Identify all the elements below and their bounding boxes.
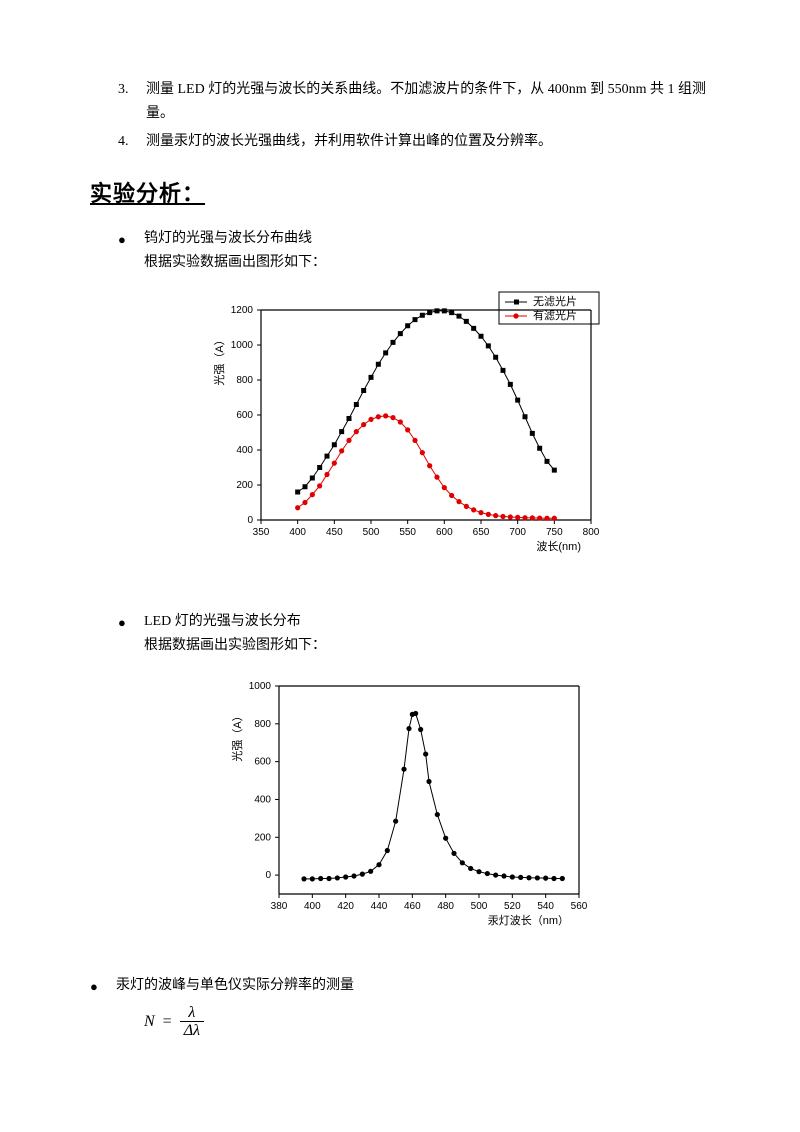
svg-text:550: 550 [399,527,416,538]
svg-text:500: 500 [471,901,488,912]
svg-text:200: 200 [254,832,271,843]
svg-text:560: 560 [571,901,588,912]
svg-text:600: 600 [436,527,453,538]
eq-equals: = [163,1013,172,1030]
section-title: 实验分析： [90,175,710,212]
bullet-3: ● 汞灯的波峰与单色仪实际分辨率的测量 N = λ Δλ [90,974,710,1040]
svg-text:750: 750 [546,527,563,538]
bullet-icon: ● [118,227,144,275]
list-item-4: 4. 测量汞灯的波长光强曲线，并利用软件计算出峰的位置及分辨率。 [118,130,710,154]
chart-2: 380 400 420 440 460 480 500 520 540 560汞灯波长（nm） 0 2… [118,666,710,946]
svg-text:1200: 1200 [231,305,254,316]
svg-text:600: 600 [254,757,271,768]
svg-text:0: 0 [265,870,271,881]
eq-lhs: N [144,1013,155,1030]
svg-text:200: 200 [236,480,253,491]
svg-text:420: 420 [337,901,354,912]
bullet-sub: 根据实验数据画出图形如下： [144,251,710,275]
list-number: 4. [118,130,146,154]
eq-denominator: Δλ [180,1022,204,1040]
list-text: 测量汞灯的波长光强曲线，并利用软件计算出峰的位置及分辨率。 [146,130,710,154]
svg-text:480: 480 [437,901,454,912]
svg-text:400: 400 [289,527,306,538]
svg-text:光强（A）: 光强（A） [230,710,244,761]
list-item-3: 3. 测量 LED 灯的光强与波长的关系曲线。不加滤波片的条件下，从 400nm… [118,78,710,126]
svg-text:380: 380 [271,901,288,912]
bullet-icon: ● [118,610,144,658]
list-number: 3. [118,78,146,126]
list-text: 测量 LED 灯的光强与波长的关系曲线。不加滤波片的条件下，从 400nm 到 … [146,78,710,126]
svg-text:1000: 1000 [249,681,272,692]
svg-text:0: 0 [247,515,253,526]
bullet-1: ● 钨灯的光强与波长分布曲线 根据实验数据画出图形如下： [118,227,710,275]
svg-text:无滤光片: 无滤光片 [533,294,577,308]
svg-text:光强（A）: 光强（A） [212,335,226,386]
svg-text:450: 450 [326,527,343,538]
svg-text:460: 460 [404,901,421,912]
svg-text:800: 800 [254,719,271,730]
svg-text:350: 350 [253,527,270,538]
svg-text:650: 650 [473,527,490,538]
svg-text:400: 400 [236,445,253,456]
svg-text:400: 400 [254,794,271,805]
svg-text:520: 520 [504,901,521,912]
chart-1: 350400450500550600650700750800波长(nm)0200… [118,282,710,582]
svg-text:500: 500 [363,527,380,538]
svg-text:440: 440 [371,901,388,912]
svg-text:汞灯波长（nm）: 汞灯波长（nm） [488,914,569,927]
svg-text:600: 600 [236,410,253,421]
eq-numerator: λ [180,1004,204,1023]
bullet-title: LED 灯的光强与波长分布 [144,610,710,634]
svg-text:800: 800 [583,527,600,538]
svg-text:有滤光片: 有滤光片 [533,308,577,322]
svg-text:1000: 1000 [231,340,254,351]
svg-text:400: 400 [304,901,321,912]
svg-text:波长(nm): 波长(nm) [536,540,581,553]
svg-text:540: 540 [537,901,554,912]
svg-text:700: 700 [509,527,526,538]
svg-text:800: 800 [236,375,253,386]
bullet-sub: 根据数据画出实验图形如下： [144,634,710,658]
bullet-title: 钨灯的光强与波长分布曲线 [144,227,710,251]
bullet-title: 汞灯的波峰与单色仪实际分辨率的测量 [116,974,710,998]
equation: N = λ Δλ [144,1004,710,1040]
bullet-icon: ● [90,974,116,1040]
bullet-2: ● LED 灯的光强与波长分布 根据数据画出实验图形如下： [118,610,710,658]
